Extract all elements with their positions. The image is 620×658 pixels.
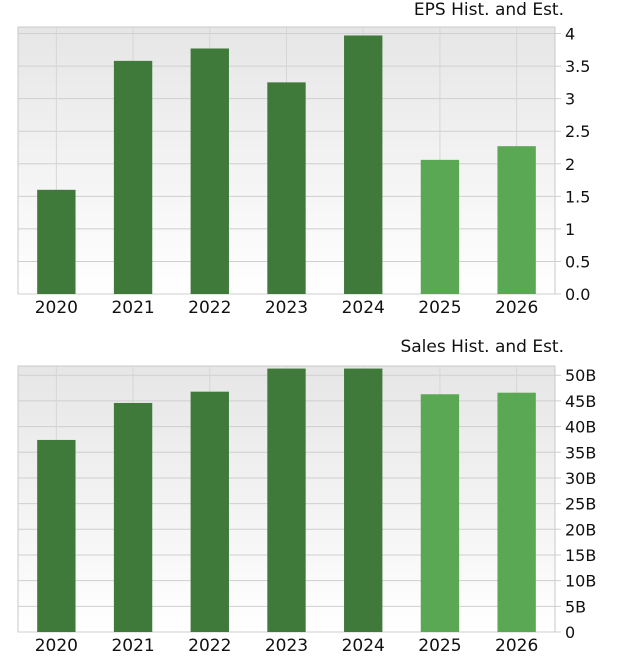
eps-x-tick-label: 2022: [188, 298, 231, 318]
eps-y-tick-label: 0.0: [565, 285, 590, 304]
eps-x-tick-label: 2023: [265, 298, 308, 318]
eps-x-tick-label: 2024: [342, 298, 385, 318]
sales-y-tick-label: 30B: [565, 469, 596, 488]
sales-bar-2025: [420, 394, 460, 632]
eps-bar-2026: [497, 146, 536, 294]
sales-bar-2024: [344, 368, 383, 632]
sales-bar-2022: [190, 391, 229, 632]
eps-bar-2025: [420, 159, 460, 294]
sales-x-tick-label: 2023: [265, 636, 308, 656]
sales-bar-2020: [37, 439, 76, 632]
sales-y-tick-label: 15B: [565, 546, 596, 565]
eps-chart-panel: EPS Hist. and Est. 0.0 0.5 1 1.5 2 2.5 3 3.5 4 20…: [0, 0, 620, 322]
sales-y-tick-label: 0: [565, 623, 575, 642]
sales-y-tick-label: 25B: [565, 495, 596, 514]
sales-bar-2021: [113, 402, 153, 632]
sales-chart-title: Sales Hist. and Est.: [400, 337, 564, 357]
sales-chart-panel: Sales Hist. and Est. 0 5B 10B 15B 20B 25B 30B 3…: [0, 337, 620, 658]
sales-bar-chart: 0 5B 10B 15B 20B 25B 30B 35B 40B 45B 50B 2020 2021 20…: [17, 365, 596, 656]
eps-y-tick-label: 3.5: [565, 57, 590, 76]
sales-bar-2026: [497, 392, 536, 632]
eps-y-tick-label: 3: [565, 90, 575, 109]
sales-x-tick-label: 2021: [111, 636, 154, 656]
sales-y-tick-label: 20B: [565, 520, 596, 539]
sales-bar-2023: [267, 368, 306, 632]
eps-bar-2024: [344, 35, 383, 295]
eps-bar-2020: [37, 189, 76, 294]
eps-x-tick-label: 2025: [418, 298, 461, 318]
eps-x-tick-label: 2020: [35, 298, 78, 318]
eps-y-tick-label: 2.5: [565, 122, 590, 141]
eps-bar-2023: [267, 82, 306, 294]
sales-y-tick-label: 5B: [565, 597, 586, 616]
sales-x-tick-label: 2025: [418, 636, 461, 656]
eps-bar-2021: [113, 60, 153, 294]
eps-y-tick-label: 4: [565, 25, 575, 44]
eps-y-tick-label: 2: [565, 155, 575, 174]
sales-x-tick-label: 2024: [342, 636, 385, 656]
sales-y-tick-label: 35B: [565, 443, 596, 462]
sales-y-tick-label: 10B: [565, 572, 596, 591]
sales-y-tick-label: 45B: [565, 392, 596, 411]
eps-bar-2022: [190, 48, 229, 295]
eps-y-tick-label: 1: [565, 220, 575, 239]
eps-x-tick-label: 2026: [495, 298, 538, 318]
eps-y-tick-label: 0.5: [565, 252, 590, 271]
eps-y-tick-label: 1.5: [565, 187, 590, 206]
eps-x-tick-label: 2021: [111, 298, 154, 318]
sales-y-tick-label: 40B: [565, 418, 596, 437]
sales-x-tick-label: 2022: [188, 636, 231, 656]
eps-bar-chart: 0.0 0.5 1 1.5 2 2.5 3 3.5 4 2020 2021 2022 2023 2024 2…: [17, 25, 590, 318]
eps-chart-title: EPS Hist. and Est.: [413, 0, 564, 20]
sales-x-tick-label: 2020: [35, 636, 78, 656]
sales-x-tick-label: 2026: [495, 636, 538, 656]
sales-y-tick-label: 50B: [565, 366, 596, 385]
